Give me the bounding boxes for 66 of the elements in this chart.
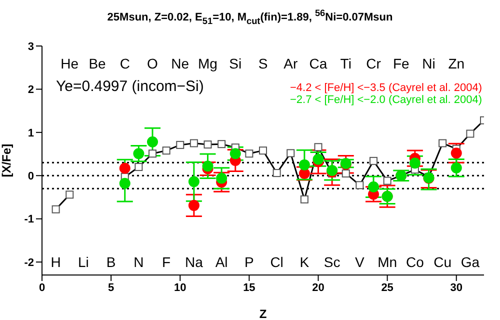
x-tick-label: 0 xyxy=(38,282,46,294)
point xyxy=(368,181,379,192)
point xyxy=(188,200,200,211)
annotation: Si xyxy=(229,55,242,72)
point xyxy=(216,172,228,184)
annotation: B xyxy=(106,254,116,270)
x-tick-label: 10 xyxy=(174,282,186,294)
point xyxy=(298,168,310,179)
annotation: N xyxy=(134,254,144,270)
annotation: K xyxy=(300,254,310,270)
annotation: Cu xyxy=(434,254,452,270)
y-axis-title: [X/Fe] xyxy=(0,144,14,178)
point xyxy=(312,154,324,165)
annotation: Sc xyxy=(324,254,340,270)
x-tick-label: 20 xyxy=(312,282,324,294)
point xyxy=(230,148,241,160)
annotation: Al xyxy=(215,254,228,270)
point xyxy=(147,136,158,148)
annotation: Ga xyxy=(460,254,480,270)
x-tick-label: 5 xyxy=(108,282,114,294)
point xyxy=(133,148,144,160)
x-axis-title: Z xyxy=(259,307,267,320)
text: −2.7 < [Fe/H] <−2.0 (Cayrel et al. 2004) xyxy=(290,94,482,106)
y-tick-label: 1 xyxy=(28,127,34,140)
annotation: O xyxy=(147,55,158,72)
annotation: Zn xyxy=(448,55,465,72)
y-tick-label: 0 xyxy=(28,170,34,183)
annotation: Be xyxy=(88,55,106,72)
annotation: Ti xyxy=(340,55,352,72)
annotation: C xyxy=(120,55,130,72)
annotation: Mg xyxy=(198,55,218,72)
point xyxy=(188,176,200,188)
x-tick-label: 25 xyxy=(381,282,394,294)
annotation: F xyxy=(162,254,171,270)
point xyxy=(298,159,310,170)
annotation: S xyxy=(258,55,268,72)
annotation: Cl xyxy=(270,254,284,270)
annotation: Ne xyxy=(171,55,190,72)
annotation: Li xyxy=(78,254,89,270)
annotation: V xyxy=(355,254,366,270)
annotation: Ar xyxy=(284,55,298,72)
text: −4.2 < [Fe/H] <−3.5 (Cayrel et al. 2004) xyxy=(290,82,482,94)
annotation: Fe xyxy=(392,55,410,72)
point xyxy=(450,148,462,159)
point xyxy=(119,178,130,189)
annotation: Na xyxy=(184,254,204,270)
annotation: Cr xyxy=(366,55,382,72)
annotation: He xyxy=(60,55,79,72)
y-tick-label: -2 xyxy=(24,256,34,269)
y-tick-label: 3 xyxy=(28,40,34,53)
point xyxy=(450,162,462,174)
point xyxy=(119,162,130,174)
y-tick-label: 2 xyxy=(28,84,34,96)
annotation: Mn xyxy=(378,254,398,270)
x-tick-label: 15 xyxy=(243,282,256,294)
chart-title: 25Msun, Z=0.02, E$_{51}$=10, M$_{cut}$(fin)=1.89, $^{56}$Ni=0.07Msun xyxy=(106,8,394,26)
point xyxy=(409,158,420,169)
point xyxy=(202,160,214,172)
annotation: P xyxy=(244,254,254,270)
annotation: H xyxy=(50,254,61,270)
y-tick-label: -1 xyxy=(24,214,34,226)
annotation: Ca xyxy=(309,55,328,72)
x-tick-label: 30 xyxy=(450,282,462,294)
annotation: Co xyxy=(406,254,424,270)
annotation: Ni xyxy=(422,55,436,72)
annotation: Ye=0.4997 (incom−Si) xyxy=(56,78,204,95)
